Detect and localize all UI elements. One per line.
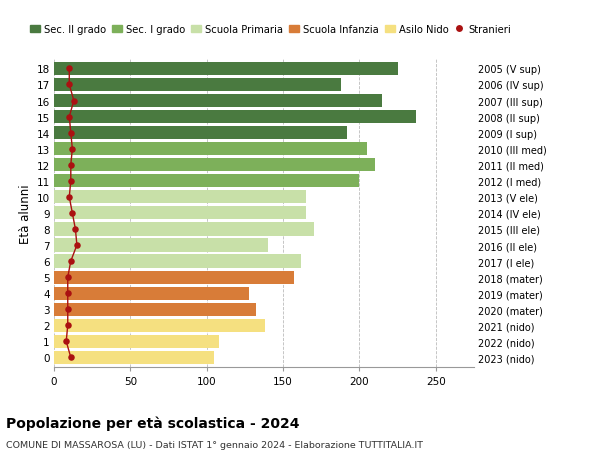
Text: COMUNE DI MASSAROSA (LU) - Dati ISTAT 1° gennaio 2024 - Elaborazione TUTTITALIA.: COMUNE DI MASSAROSA (LU) - Dati ISTAT 1°… xyxy=(6,440,423,449)
Point xyxy=(63,322,73,329)
Bar xyxy=(54,223,314,236)
Legend: Sec. II grado, Sec. I grado, Scuola Primaria, Scuola Infanzia, Asilo Nido, Stran: Sec. II grado, Sec. I grado, Scuola Prim… xyxy=(29,25,511,35)
Point xyxy=(66,178,76,185)
Bar xyxy=(54,319,265,332)
Bar xyxy=(54,191,306,204)
Bar xyxy=(54,175,359,188)
Point xyxy=(64,82,74,89)
Point xyxy=(63,274,73,281)
Point xyxy=(61,338,71,345)
Bar xyxy=(54,255,301,268)
Bar xyxy=(54,239,268,252)
Y-axis label: Età alunni: Età alunni xyxy=(19,184,32,243)
Bar xyxy=(54,127,347,140)
Point xyxy=(68,210,77,217)
Point xyxy=(64,194,74,201)
Bar xyxy=(54,303,256,316)
Point xyxy=(63,290,73,297)
Point xyxy=(72,242,82,249)
Bar xyxy=(54,143,367,156)
Bar xyxy=(54,207,306,220)
Bar xyxy=(54,111,416,124)
Point xyxy=(71,226,80,233)
Point xyxy=(69,98,79,105)
Bar xyxy=(54,271,294,284)
Point xyxy=(63,306,73,313)
Text: Popolazione per età scolastica - 2024: Popolazione per età scolastica - 2024 xyxy=(6,415,299,430)
Point xyxy=(66,354,76,361)
Bar xyxy=(54,79,341,92)
Bar xyxy=(54,335,219,348)
Bar xyxy=(54,287,250,300)
Bar xyxy=(54,351,214,364)
Point xyxy=(66,258,76,265)
Point xyxy=(64,66,74,73)
Bar xyxy=(54,63,398,76)
Bar xyxy=(54,159,375,172)
Point xyxy=(64,114,74,121)
Point xyxy=(68,146,77,153)
Point xyxy=(66,162,76,169)
Point xyxy=(66,130,76,137)
Bar xyxy=(54,95,382,108)
